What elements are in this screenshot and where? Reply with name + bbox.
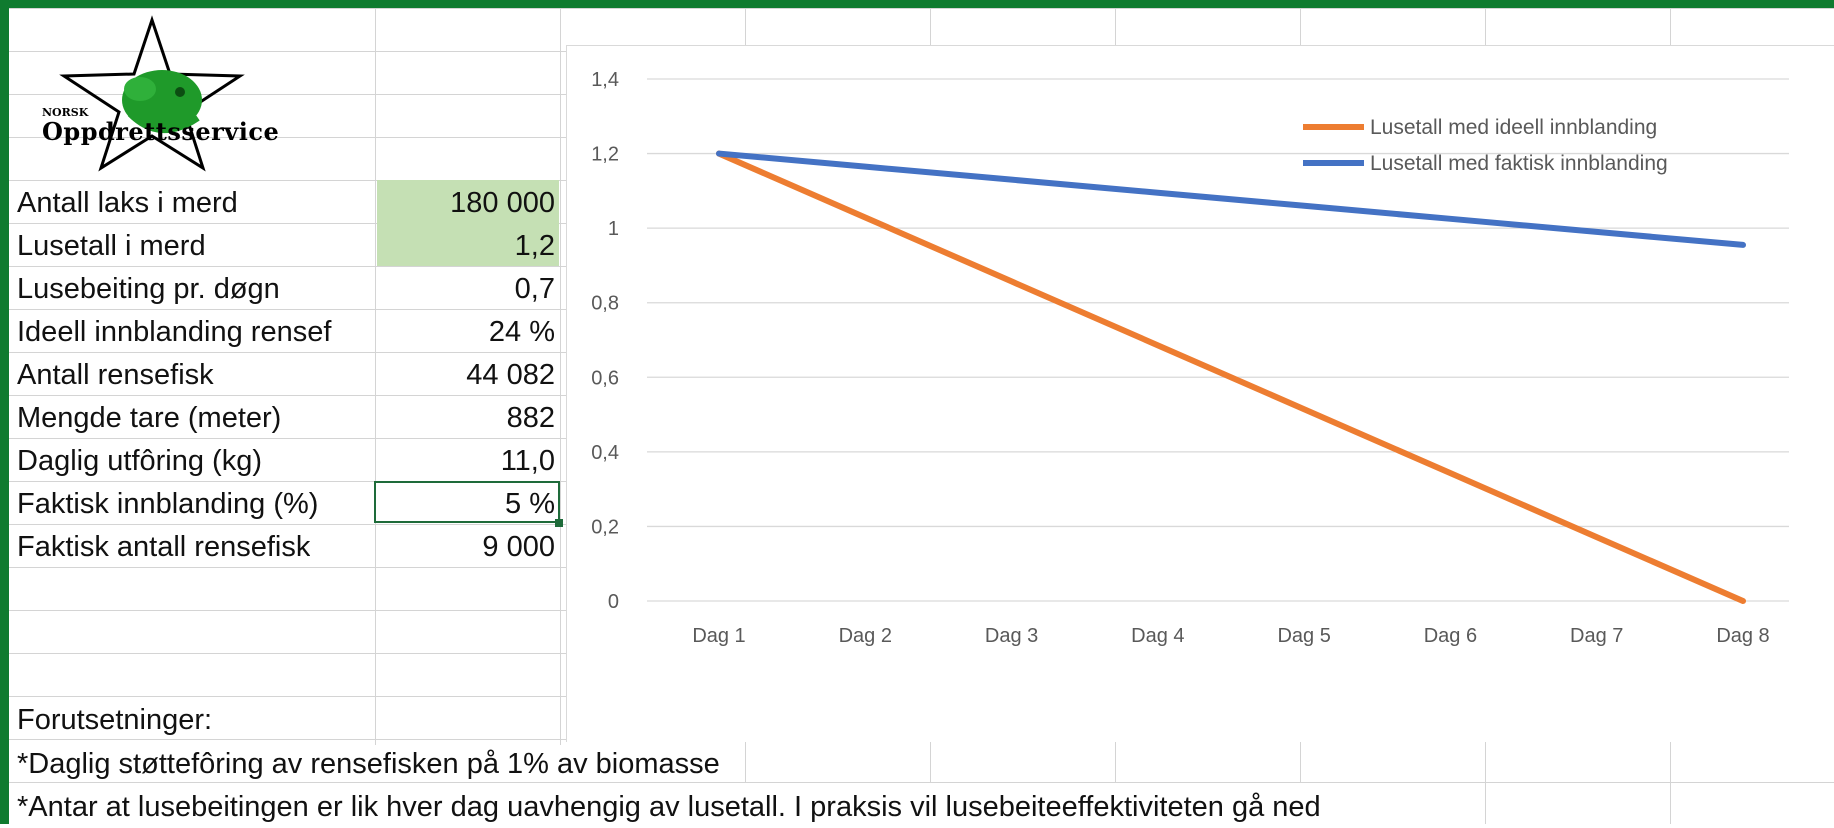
label-mengde-tare[interactable]: Mengde tare (meter) — [17, 397, 281, 439]
grid-column-line — [930, 8, 931, 45]
footnote-stottefor[interactable]: *Daglig støttefôring av rensefisken på 1… — [17, 743, 720, 785]
grid-column-line — [1670, 741, 1671, 824]
logo-big-text: Oppdrettsservice — [42, 117, 279, 146]
grid-column-line — [560, 8, 561, 745]
value-lusetall[interactable]: 1,2 — [377, 225, 555, 267]
grid-column-line — [1300, 8, 1301, 45]
x-tick-label: Dag 6 — [1424, 625, 1477, 647]
footnote-lusebeiting[interactable]: *Antar at lusebeitingen er lik hver dag … — [17, 786, 1321, 828]
grid-row-line — [9, 653, 566, 654]
grid-row-line — [566, 8, 1834, 9]
y-tick-label: 0 — [608, 591, 619, 613]
label-faktisk-innblanding[interactable]: Faktisk innblanding (%) — [17, 483, 318, 525]
label-ideell-innblanding[interactable]: Ideell innblanding rensef — [17, 311, 373, 353]
grid-column-line — [1115, 741, 1116, 783]
fill-handle[interactable] — [555, 519, 563, 527]
legend-label-2: Lusetall med faktisk innblanding — [1370, 152, 1668, 175]
label-lusetall[interactable]: Lusetall i merd — [17, 225, 206, 267]
selected-cell-border — [374, 481, 560, 523]
label-antall-laks[interactable]: Antall laks i merd — [17, 182, 238, 224]
company-logo: NORSK Oppdrettsservice — [20, 14, 284, 174]
grid-column-line — [1670, 8, 1671, 45]
value-antall-laks[interactable]: 180 000 — [377, 182, 555, 224]
value-faktisk-antall-rensefisk[interactable]: 9 000 — [377, 526, 555, 568]
value-antall-rensefisk[interactable]: 44 082 — [377, 354, 555, 396]
grid-column-line — [745, 741, 746, 783]
grid-column-line — [1485, 741, 1486, 824]
window-frame-left — [0, 0, 9, 824]
star-fish-logo-icon — [20, 14, 284, 174]
grid-column-line — [745, 8, 746, 45]
label-antall-rensefisk[interactable]: Antall rensefisk — [17, 354, 214, 396]
grid-row-line — [9, 696, 566, 697]
grid-row-line — [9, 610, 566, 611]
grid-column-line — [1485, 8, 1486, 45]
legend-label-1: Lusetall med ideell innblanding — [1370, 116, 1657, 139]
y-tick-label: 1,2 — [591, 144, 619, 166]
grid-row-line — [9, 8, 566, 9]
line-chart-svg: 0 0,2 0,4 0,6 0,8 1 1,2 1,4 Dag 1 Dag 2 Dag 3 Dag 4… — [567, 46, 1834, 742]
grid-column-line — [375, 8, 376, 745]
label-faktisk-antall-rensefisk[interactable]: Faktisk antall rensefisk — [17, 526, 310, 568]
grid-column-line — [1115, 8, 1116, 45]
window-frame-top — [0, 0, 1834, 8]
value-daglig-utforing[interactable]: 11,0 — [377, 440, 555, 482]
grid-column-line — [930, 741, 931, 783]
value-lusebeiting[interactable]: 0,7 — [377, 268, 555, 310]
y-tick-label: 0,8 — [591, 293, 619, 315]
y-tick-label: 0,2 — [591, 516, 619, 538]
x-tick-label: Dag 5 — [1277, 625, 1330, 647]
value-ideell-innblanding[interactable]: 24 % — [377, 311, 555, 353]
y-tick-label: 1 — [608, 218, 619, 240]
value-mengde-tare[interactable]: 882 — [377, 397, 555, 439]
x-tick-label: Dag 7 — [1570, 625, 1623, 647]
x-tick-label: Dag 3 — [985, 625, 1038, 647]
label-daglig-utforing[interactable]: Daglig utfôring (kg) — [17, 440, 262, 482]
y-tick-label: 0,6 — [591, 367, 619, 389]
x-tick-label: Dag 2 — [839, 625, 892, 647]
x-tick-label: Dag 1 — [692, 625, 745, 647]
assumptions-title[interactable]: Forutsetninger: — [17, 699, 212, 741]
y-tick-label: 0,4 — [591, 442, 619, 464]
x-tick-label: Dag 4 — [1131, 625, 1184, 647]
grid-column-line — [1300, 741, 1301, 783]
y-tick-label: 1,4 — [591, 69, 619, 91]
x-tick-label: Dag 8 — [1716, 625, 1769, 647]
lice-chart[interactable]: 0 0,2 0,4 0,6 0,8 1 1,2 1,4 Dag 1 Dag 2 Dag 3 Dag 4… — [566, 45, 1834, 742]
label-lusebeiting[interactable]: Lusebeiting pr. døgn — [17, 268, 280, 310]
